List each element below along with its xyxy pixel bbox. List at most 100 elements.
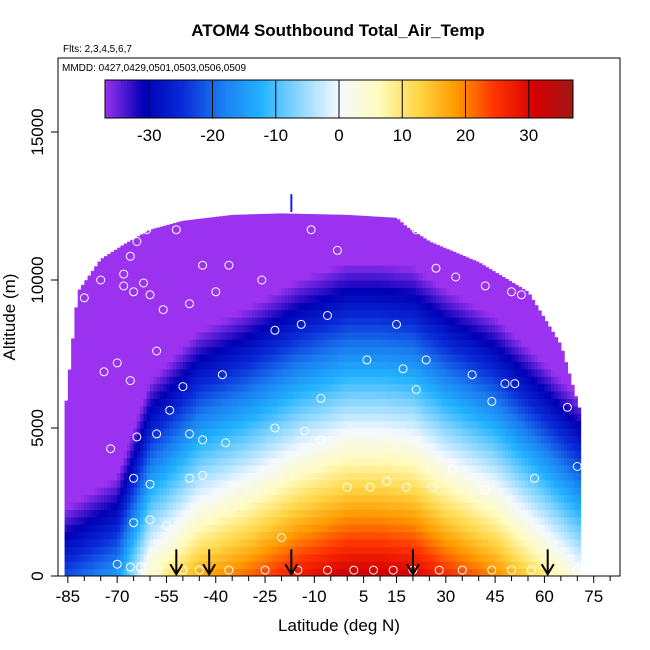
field-cell (330, 324, 335, 333)
field-cell (228, 272, 233, 281)
field-cell (228, 442, 233, 451)
field-cell (242, 442, 246, 451)
field-cell (337, 376, 342, 385)
field-cell (366, 257, 371, 266)
field-cell (71, 479, 76, 488)
field-cell (179, 361, 184, 370)
field-cell (127, 531, 131, 540)
field-cell (143, 405, 148, 414)
field-cell (196, 346, 200, 355)
field-cell (87, 346, 92, 355)
field-cell (182, 272, 187, 281)
field-cell (363, 235, 368, 244)
field-cell (353, 272, 358, 281)
field-cell (294, 339, 299, 348)
field-cell (274, 324, 279, 333)
field-cell (376, 457, 381, 466)
field-cell (176, 435, 181, 444)
field-cell (366, 568, 371, 576)
field-cell (136, 472, 141, 481)
field-cell (284, 376, 289, 385)
field-cell (307, 472, 312, 481)
field-cell (189, 294, 194, 303)
field-cell (350, 309, 355, 318)
field-cell (169, 398, 174, 407)
field-cell (353, 215, 358, 222)
field-cell (84, 383, 89, 392)
field-cell (317, 324, 322, 333)
field-cell (110, 546, 115, 555)
field-cell (357, 502, 361, 510)
field-cell (64, 405, 69, 414)
field-cell (140, 546, 145, 555)
field-cell (238, 235, 243, 244)
field-cell (317, 435, 322, 444)
field-cell (330, 243, 335, 251)
field-cell (340, 450, 345, 459)
field-cell (176, 302, 181, 311)
field-cell (268, 250, 273, 259)
field-cell (117, 420, 122, 429)
field-cell (150, 494, 154, 503)
field-cell (288, 302, 292, 311)
field-cell (159, 465, 164, 473)
field-cell (219, 294, 223, 303)
field-cell (81, 561, 85, 570)
field-cell (222, 220, 227, 229)
field-cell (386, 287, 391, 296)
field-cell (357, 272, 361, 281)
field-cell (255, 317, 260, 325)
field-cell (271, 228, 276, 237)
field-cell (334, 214, 338, 222)
field-cell (235, 479, 240, 488)
field-cell (291, 524, 296, 533)
field-cell (199, 368, 204, 377)
field-cell (386, 243, 391, 251)
field-cell (255, 398, 260, 407)
field-cell (386, 442, 391, 451)
field-cell (238, 302, 243, 311)
field-cell (150, 428, 154, 436)
field-cell (192, 354, 197, 362)
field-cell (163, 280, 168, 288)
field-cell (143, 539, 148, 547)
field-cell (409, 509, 414, 518)
field-cell (67, 509, 72, 518)
field-cell (340, 420, 345, 429)
field-cell (363, 398, 368, 407)
field-cell (228, 302, 233, 311)
field-cell (370, 331, 375, 340)
field-cell (100, 457, 105, 466)
field-cell (409, 479, 414, 488)
field-cell (297, 413, 302, 422)
field-cell (399, 442, 404, 451)
field-cell (357, 287, 361, 296)
field-cell (330, 376, 335, 385)
field-cell (186, 398, 191, 407)
field-cell (130, 257, 135, 266)
field-cell (67, 376, 72, 385)
field-cell (380, 487, 384, 496)
field-cell (156, 339, 161, 348)
field-cell (288, 294, 292, 303)
field-cell (370, 553, 375, 562)
field-cell (219, 516, 223, 525)
field-cell (251, 546, 256, 555)
field-cell (350, 472, 355, 481)
field-cell (376, 309, 381, 318)
field-cell (373, 509, 378, 518)
field-cell (366, 272, 371, 281)
field-cell (232, 302, 237, 311)
field-cell (297, 561, 302, 570)
field-cell (123, 354, 128, 362)
field-cell (288, 539, 292, 547)
field-cell (110, 494, 115, 503)
field-cell (403, 546, 407, 555)
field-cell (255, 494, 260, 503)
field-cell (166, 568, 171, 576)
field-cell (192, 405, 197, 414)
field-cell (199, 479, 204, 488)
field-cell (347, 368, 352, 377)
field-cell (169, 502, 174, 510)
field-cell (215, 280, 220, 288)
